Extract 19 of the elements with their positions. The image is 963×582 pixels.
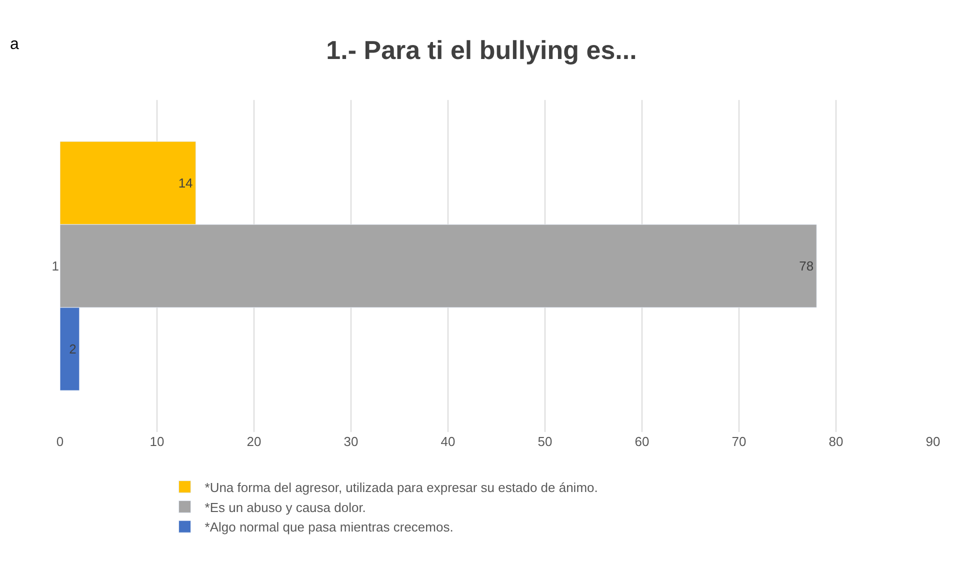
x-tick-label: 80 <box>828 434 844 449</box>
y-tick-label: 1 <box>52 258 59 274</box>
legend-label: *Es un abuso y causa dolor. <box>204 500 366 515</box>
x-tick-label: 90 <box>926 434 940 449</box>
x-tick-label: 10 <box>150 434 164 449</box>
text: a <box>10 36 19 53</box>
legend-label: *Algo normal que pasa mientras crecemos. <box>204 520 454 535</box>
legend-label: *Una forma del agresor, utilizada para expresar su estado de ánimo. <box>204 480 598 495</box>
x-tick-label: 30 <box>344 434 358 449</box>
x-tick-label: 70 <box>732 434 746 449</box>
data-label: 78 <box>799 258 814 274</box>
x-tick-label: 40 <box>440 434 456 449</box>
x-tick-label: 50 <box>538 434 552 449</box>
x-tick-label: 0 <box>56 434 64 449</box>
data-label: 2 <box>69 342 76 356</box>
chart-title: 1.- Para ti el bullying es... <box>326 34 637 65</box>
data-label: 14 <box>178 176 193 190</box>
x-tick-label: 20 <box>246 434 262 449</box>
x-tick-label: 60 <box>634 434 650 449</box>
